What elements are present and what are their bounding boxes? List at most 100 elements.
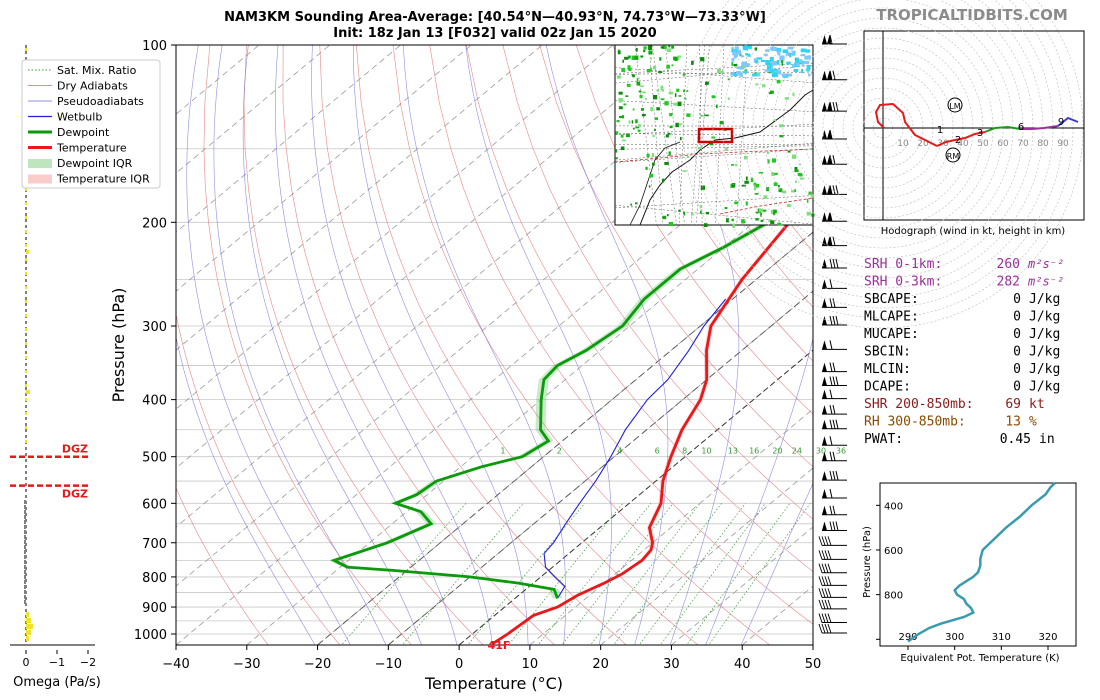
map-snow-cell <box>747 53 751 57</box>
omega-bar <box>25 202 27 205</box>
map-precip-cell <box>735 163 737 167</box>
map-precip-cell <box>656 107 660 111</box>
legend-label: Temperature IQR <box>56 173 150 186</box>
moist-adiabat-line <box>402 45 567 645</box>
mixing-ratio-line <box>590 503 701 645</box>
map-snow-cell <box>761 60 766 63</box>
map-precip-cell <box>768 92 772 95</box>
param-row: SBCAPE: 0 J/kg <box>864 292 1060 307</box>
map-precip-cell <box>754 193 759 195</box>
hodo-ring-label: 60 <box>997 139 1009 149</box>
omega-bar <box>25 48 27 51</box>
map-precip-cell <box>636 82 641 86</box>
map-precip-cell <box>755 211 759 214</box>
hodo-height-label: 2 <box>955 135 961 146</box>
omega-bar <box>24 550 26 554</box>
isotherm-line <box>176 45 472 292</box>
map-precip-cell <box>627 65 631 70</box>
wind-barb <box>822 155 847 165</box>
map-precip-cell <box>660 46 665 49</box>
map-snow-cell <box>789 53 792 58</box>
map-snow-cell <box>731 47 734 53</box>
isotherm-line <box>388 290 813 645</box>
mixing-ratio-label: 36 <box>836 447 846 456</box>
param-unit: J/kg <box>1029 380 1060 395</box>
param-label: MLCAPE: <box>864 310 919 325</box>
map-precip-cell <box>811 194 815 198</box>
map-snow-cell <box>732 50 736 56</box>
map-snow-cell <box>796 57 800 61</box>
map-precip-cell <box>632 108 635 111</box>
legend-label: Dry Adiabats <box>57 80 128 93</box>
map-snow-cell <box>734 53 737 59</box>
map-precip-cell <box>682 170 687 172</box>
mixing-ratio-label: 8 <box>682 447 687 456</box>
map-precip-cell <box>732 223 736 228</box>
omega-bar <box>26 624 33 629</box>
param-unit: J/kg <box>1029 362 1060 377</box>
map-snow-cell <box>764 53 768 57</box>
omega-bar <box>26 630 31 635</box>
map-precip-cell <box>811 213 815 217</box>
wind-barb <box>818 623 847 634</box>
omega-bar <box>24 535 26 539</box>
map-precip-cell <box>716 104 718 109</box>
map-precip-cell <box>760 212 762 217</box>
map-precip-cell <box>616 120 620 123</box>
dry-adiabat-line <box>176 312 341 645</box>
wind-barb <box>822 185 847 195</box>
omega-bar <box>24 555 26 559</box>
y-tick-label: 300 <box>142 320 167 335</box>
omega-bar <box>24 530 26 534</box>
map-snow-cell <box>795 59 800 63</box>
hodo-ring-label: 80 <box>1037 139 1049 149</box>
moist-adiabat-line <box>242 45 422 645</box>
param-row: PWAT: 0.45 in <box>864 432 1055 447</box>
map-precip-cell <box>761 210 766 213</box>
map-precip-cell <box>652 162 655 166</box>
hodo-ring-label: 40 <box>957 139 969 149</box>
map-snow-cell <box>756 57 763 60</box>
brand-label: TROPICALTIDBITS.COM <box>876 6 1068 24</box>
mixing-ratio-line <box>708 503 811 645</box>
map-precip-cell <box>798 163 801 166</box>
omega-tick-0: 0 <box>23 656 30 669</box>
param-value: 0 <box>1013 310 1021 325</box>
map-snow-cell <box>734 46 739 51</box>
mixing-ratio-lines <box>341 503 811 645</box>
wind-barb <box>818 576 847 586</box>
map-precip-cell <box>797 172 803 177</box>
wind-barb <box>822 521 847 532</box>
omega-bar <box>25 356 27 359</box>
map-precip-cell <box>776 79 781 84</box>
map-front <box>614 148 814 163</box>
hodo-ring-label: 10 <box>897 139 909 149</box>
param-label: SRH 0-3km: <box>864 275 942 290</box>
dgz-top-label: DGZ <box>62 443 88 456</box>
map-snow-cell <box>773 71 777 74</box>
x-tick-label: 20 <box>592 657 609 672</box>
mixing-ratio-labels: 1 2 4 6 8 10 13 16 20 24 30 36 <box>500 447 846 456</box>
legend-label: Temperature <box>56 142 127 155</box>
map-precip-cell <box>623 103 627 106</box>
map-precip-cell <box>762 209 767 212</box>
chart-subtitle: Init: 18z Jan 13 [F032] valid 02z Jan 15… <box>333 26 656 41</box>
param-unit: in <box>1039 432 1055 447</box>
map-precip-cell <box>770 209 775 215</box>
dry-adiabat-line <box>176 487 269 645</box>
map-precip-cell <box>615 157 618 160</box>
map-precip-cell <box>626 133 630 138</box>
theta-e-xlabel: Equivalent Pot. Temperature (K) <box>900 653 1059 664</box>
map-precip-cell <box>727 97 730 100</box>
map-precip-cell <box>691 60 694 65</box>
param-row: SHR 200-850mb: 69 kt <box>864 397 1045 412</box>
map-precip-cell <box>781 61 784 66</box>
mixing-ratio-label: 24 <box>792 447 802 456</box>
wind-barb <box>822 212 847 222</box>
theta-e-panel: 290 300 310 320 400 600 800 Equivalent Pot. Te… <box>862 482 1077 664</box>
mixing-ratio-line <box>507 503 624 645</box>
map-precip-cell <box>794 169 799 173</box>
mixing-ratio-line <box>686 503 791 645</box>
hodo-ring-label: 70 <box>1017 139 1029 149</box>
param-row: SRH 0-3km: 282 m²s⁻² <box>864 275 1064 290</box>
